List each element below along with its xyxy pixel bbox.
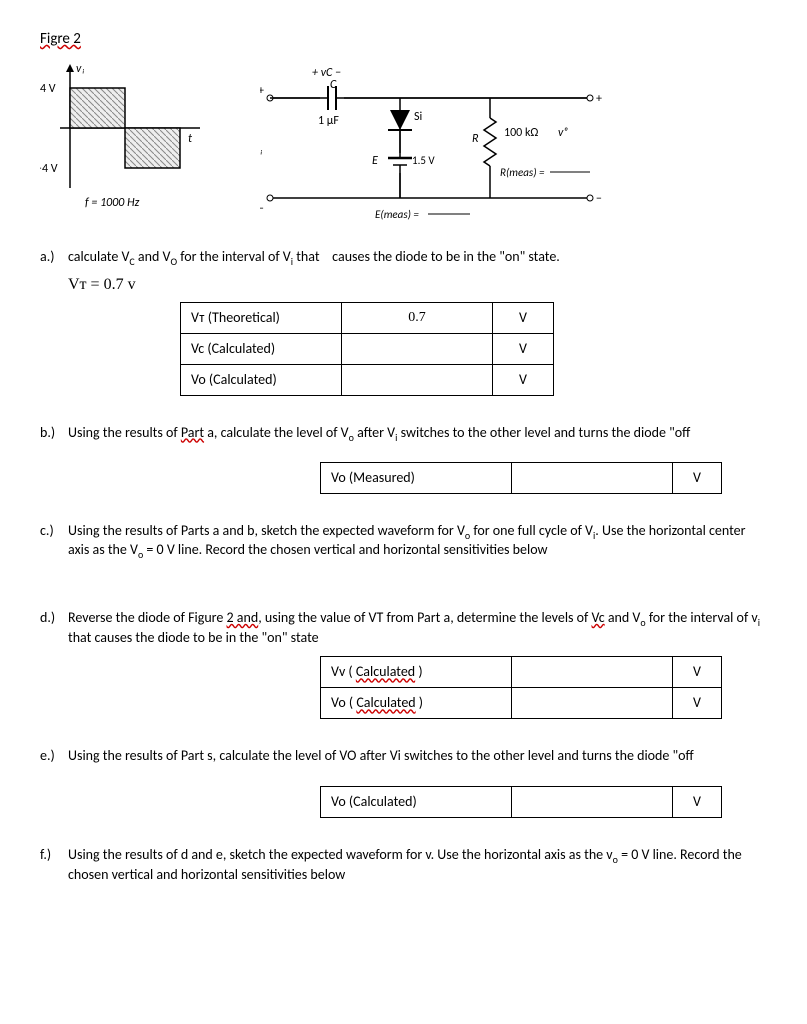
circuit-diagram: + − vᵢ + vC − C 1 μF Si E 1.5 V E(meas) … bbox=[260, 58, 610, 228]
diode-label: Si bbox=[414, 110, 423, 124]
table-cell-unit: V bbox=[673, 687, 722, 718]
part-a-text: calculate VC and VO for the interval of … bbox=[68, 248, 767, 268]
table-cell-value: 0.7 bbox=[342, 302, 493, 333]
table-cell-unit: V bbox=[673, 462, 722, 493]
table-cell-label: Vo (Calculated) bbox=[181, 364, 342, 395]
part-c: c.) Using the results of Parts a and b, … bbox=[40, 522, 767, 562]
part-d-label: d.) bbox=[40, 609, 68, 646]
table-row: Vc (Calculated) V bbox=[181, 333, 554, 364]
waveform-diagram: vᵢ 4 V −4 V t f = 1000 Hz bbox=[40, 58, 220, 218]
top-v-label: 4 V bbox=[40, 82, 56, 96]
table-cell-unit: V bbox=[493, 302, 554, 333]
table-b: Vo (Measured) V bbox=[320, 462, 722, 494]
table-row: Vv ( Calculated ) V bbox=[321, 656, 722, 687]
table-cell-value bbox=[512, 462, 673, 493]
emeas-label: E(meas) = bbox=[375, 208, 419, 221]
t-axis-label: t bbox=[188, 132, 193, 146]
table-cell-label: Vv ( Calculated ) bbox=[321, 656, 512, 687]
part-b: b.) Using the results of Part a, calcula… bbox=[40, 424, 767, 444]
freq-label: f = 1000 Hz bbox=[85, 196, 140, 210]
table-cell-unit: V bbox=[673, 656, 722, 687]
svg-text:+: + bbox=[596, 92, 602, 106]
table-row: Vo (Measured) V bbox=[321, 462, 722, 493]
vc-label: + vC − bbox=[312, 66, 341, 80]
table-row: Vo ( Calculated ) V bbox=[321, 687, 722, 718]
part-f-label: f.) bbox=[40, 846, 68, 883]
part-c-label: c.) bbox=[40, 522, 68, 562]
cap-value: 1 μF bbox=[318, 114, 339, 128]
rmeas-label: R(meas) = bbox=[500, 166, 545, 179]
bottom-v-label: −4 V bbox=[40, 162, 58, 176]
table-row: Vo (Calculated) V bbox=[181, 364, 554, 395]
figure-title: Figre 2 bbox=[40, 30, 767, 48]
part-b-text: Using the results of Part a, calculate t… bbox=[68, 424, 767, 444]
part-e-label: e.) bbox=[40, 747, 68, 764]
table-cell-unit: V bbox=[493, 333, 554, 364]
table-row: Vᴛ (Theoretical) 0.7 V bbox=[181, 302, 554, 333]
table-cell-value bbox=[342, 364, 493, 395]
part-f: f.) Using the results of d and e, sketch… bbox=[40, 846, 767, 883]
svg-text:−: − bbox=[596, 192, 602, 206]
table-cell-label: Vc (Calculated) bbox=[181, 333, 342, 364]
table-e: Vo (Calculated) V bbox=[320, 786, 722, 818]
part-d: d.) Reverse the diode of Figure 2 and, u… bbox=[40, 609, 767, 646]
part-c-text: Using the results of Parts a and b, sket… bbox=[68, 522, 767, 562]
c-label: C bbox=[330, 78, 337, 92]
table-cell-value bbox=[342, 333, 493, 364]
svg-text:−: − bbox=[260, 202, 264, 216]
part-a-label: a.) bbox=[40, 248, 68, 268]
table-cell-label: Vo ( Calculated ) bbox=[321, 687, 512, 718]
part-a: a.) calculate VC and VO for the interval… bbox=[40, 248, 767, 268]
r-label: R bbox=[472, 132, 479, 146]
part-e: e.) Using the results of Part s, calcula… bbox=[40, 747, 767, 764]
table-cell-unit: V bbox=[493, 364, 554, 395]
part-d-text: Reverse the diode of Figure 2 and, using… bbox=[68, 609, 767, 646]
svg-text:+: + bbox=[260, 84, 264, 98]
table-a: Vᴛ (Theoretical) 0.7 V Vc (Calculated) V… bbox=[180, 302, 554, 396]
table-cell-label: Vᴛ (Theoretical) bbox=[181, 302, 342, 333]
vi-axis-label: vᵢ bbox=[76, 62, 84, 76]
vo-label: vₒ bbox=[558, 126, 568, 140]
table-cell-value bbox=[512, 687, 673, 718]
part-e-text: Using the results of Part s, calculate t… bbox=[68, 747, 767, 764]
handwritten-vt: Vᴛ = 0.7 v bbox=[68, 276, 767, 294]
table-cell-label: Vo (Measured) bbox=[321, 462, 512, 493]
table-cell-unit: V bbox=[673, 786, 722, 817]
table-cell-value bbox=[512, 656, 673, 687]
part-f-text: Using the results of d and e, sketch the… bbox=[68, 846, 767, 883]
table-row: Vo (Calculated) V bbox=[321, 786, 722, 817]
e-label: E bbox=[372, 154, 378, 168]
table-d: Vv ( Calculated ) V Vo ( Calculated ) V bbox=[320, 656, 722, 719]
figure-row: vᵢ 4 V −4 V t f = 1000 Hz + − vᵢ + vC − … bbox=[40, 58, 767, 228]
vi-node-label: vᵢ bbox=[260, 143, 262, 157]
r-value: 100 kΩ bbox=[504, 126, 538, 140]
part-b-label: b.) bbox=[40, 424, 68, 444]
e-value: 1.5 V bbox=[412, 154, 435, 167]
table-cell-value bbox=[512, 786, 673, 817]
table-cell-label: Vo (Calculated) bbox=[321, 786, 512, 817]
